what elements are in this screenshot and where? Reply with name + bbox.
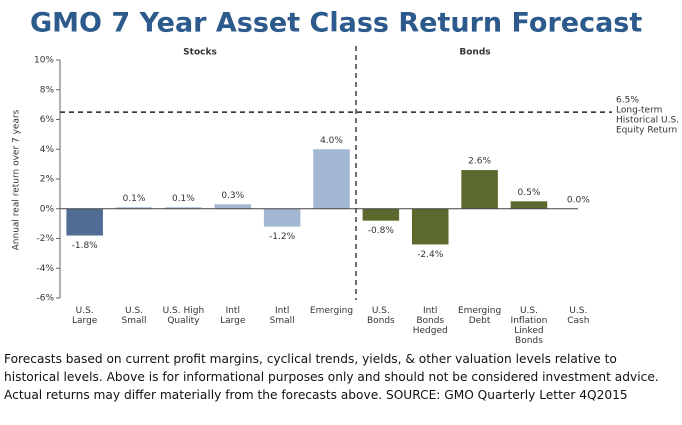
y-tick-label: -4%	[36, 264, 54, 274]
reference-text: Equity Return	[616, 126, 677, 136]
bar	[66, 208, 103, 236]
value-label: 0.0%	[567, 195, 590, 205]
group-label: Stocks	[183, 48, 217, 58]
value-label: 0.1%	[172, 194, 195, 204]
reference-text: Long-term	[616, 106, 662, 116]
value-label: 0.1%	[123, 194, 146, 204]
chart: GMO 7 Year Asset Class Return Forecast S…	[12, 8, 680, 346]
x-tick-label: U.S. Bonds	[367, 306, 395, 326]
bar	[461, 170, 498, 209]
x-tick-label: Intl Large	[220, 306, 246, 326]
x-tick-label: U.S. Large	[72, 306, 98, 326]
x-tick-label: U.S. Inflation Linked Bonds	[511, 306, 548, 346]
value-label: -1.2%	[269, 232, 296, 242]
bar	[263, 208, 301, 227]
y-tick-label: -2%	[36, 234, 54, 244]
bar	[214, 204, 252, 209]
x-tick-label: Emerging	[310, 306, 353, 316]
x-tick-label: U.S. Small	[122, 306, 147, 326]
bar	[313, 149, 350, 209]
reference-text: Historical U.S.	[616, 116, 679, 126]
chart-title: GMO 7 Year Asset Class Return Forecast	[30, 8, 642, 39]
y-tick-label: 4%	[40, 145, 55, 155]
value-label: 0.5%	[518, 188, 541, 198]
x-tick-label: Intl Bonds Hedged	[413, 306, 448, 336]
bar	[115, 207, 153, 209]
value-label: 4.0%	[320, 136, 343, 146]
bar	[362, 208, 400, 221]
y-tick-label: 2%	[40, 175, 55, 185]
x-tick-label: Intl Small	[270, 306, 295, 326]
footnote: Forecasts based on current profit margin…	[4, 352, 659, 402]
x-tick-label: U.S. Cash	[567, 306, 589, 326]
x-tick-label: Emerging Debt	[458, 306, 501, 326]
y-tick-label: 10%	[34, 56, 54, 66]
y-tick-label: 0%	[40, 204, 55, 214]
y-tick-label: -6%	[36, 294, 54, 304]
value-label: -1.8%	[72, 241, 99, 251]
reference-label: 6.5%	[616, 96, 639, 106]
value-label: -0.8%	[368, 226, 395, 236]
x-tick-label: U.S. High Quality	[163, 306, 205, 326]
bar	[510, 201, 548, 209]
y-tick-label: 8%	[40, 85, 55, 95]
bar	[411, 208, 449, 245]
value-label: 0.3%	[221, 191, 244, 201]
bar	[165, 207, 202, 209]
value-label: 2.6%	[468, 157, 491, 167]
y-axis-label: Annual real return over 7 years	[12, 109, 22, 250]
group-label: Bonds	[459, 48, 490, 58]
value-label: -2.4%	[417, 250, 444, 260]
y-tick-label: 6%	[40, 115, 55, 125]
